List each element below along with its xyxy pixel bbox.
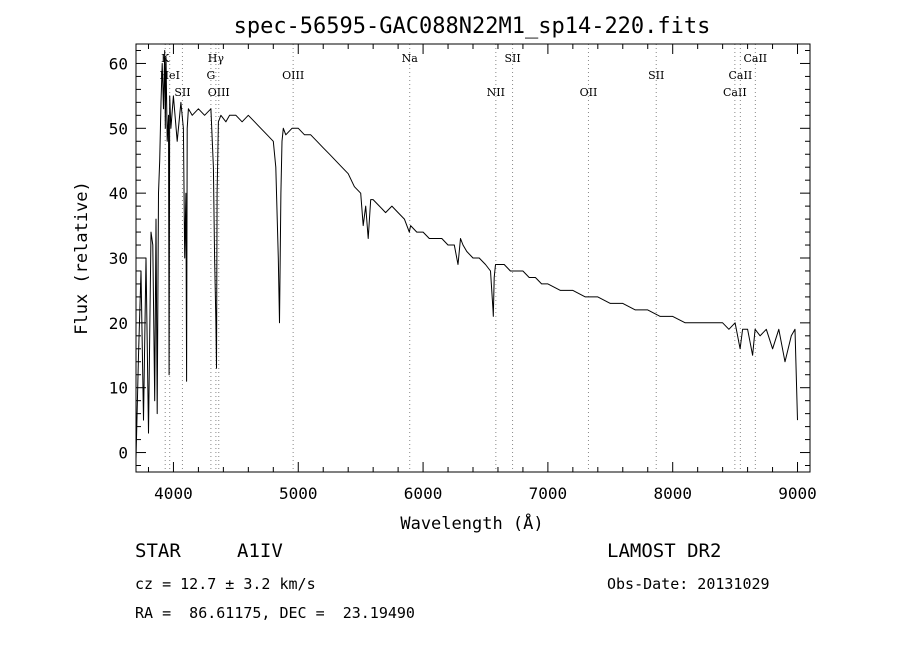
- line-marker-label: SII: [174, 86, 190, 99]
- x-tick-label: 5000: [279, 484, 318, 503]
- y-tick-label: 0: [118, 444, 128, 463]
- line-marker-label: NII: [487, 86, 505, 99]
- y-tick-label: 20: [109, 314, 128, 333]
- y-tick-label: 10: [109, 379, 128, 398]
- y-axis-label: Flux (relative): [72, 181, 92, 335]
- line-marker-label: Na: [402, 52, 419, 65]
- chart-title: spec-56595-GAC088N22M1_sp14-220.fits: [234, 14, 711, 39]
- spectrum-line-layer: [135, 50, 798, 460]
- x-tick-label: 8000: [653, 484, 692, 503]
- x-tick-label: 9000: [778, 484, 817, 503]
- line-marker-label: SII: [504, 52, 520, 65]
- line-marker-label: CaII: [723, 86, 747, 99]
- line-marker-label: OIII: [282, 69, 304, 82]
- obs-date: Obs-Date: 20131029: [607, 575, 770, 593]
- x-tick-label: 7000: [529, 484, 568, 503]
- y-tick-label: 60: [109, 54, 128, 73]
- line-marker-label: G: [206, 69, 215, 82]
- coordinates: RA = 86.61175, DEC = 23.19490: [135, 604, 415, 622]
- object-subclass: A1IV: [237, 540, 283, 562]
- y-tick-label: 40: [109, 184, 128, 203]
- x-axis-label: Wavelength (Å): [400, 512, 543, 534]
- redshift-readout: cz = 12.7 ± 3.2 km/s: [135, 575, 316, 593]
- spectral-line-markers: KHeISIIGHγOIIIOIIINaNIISIIOIISIICaIICaII…: [159, 44, 767, 472]
- spectrum-line: [135, 50, 798, 460]
- line-marker-label: SII: [648, 69, 664, 82]
- line-marker-label: Hγ: [208, 52, 225, 65]
- line-marker-label: CaII: [729, 69, 753, 82]
- x-tick-label: 6000: [404, 484, 443, 503]
- line-marker-label: CaII: [743, 52, 767, 65]
- survey-name: LAMOST DR2: [607, 540, 722, 562]
- line-marker-label: OIII: [208, 86, 230, 99]
- y-tick-label: 50: [109, 119, 128, 138]
- axis-ticks: 4000 5000 6000 7000 8000 9000 0 10 20 30 40 50 60: [109, 44, 817, 503]
- line-marker-label: OII: [580, 86, 598, 99]
- object-class: STAR: [135, 540, 181, 562]
- y-tick-label: 30: [109, 249, 128, 268]
- x-tick-label: 4000: [154, 484, 193, 503]
